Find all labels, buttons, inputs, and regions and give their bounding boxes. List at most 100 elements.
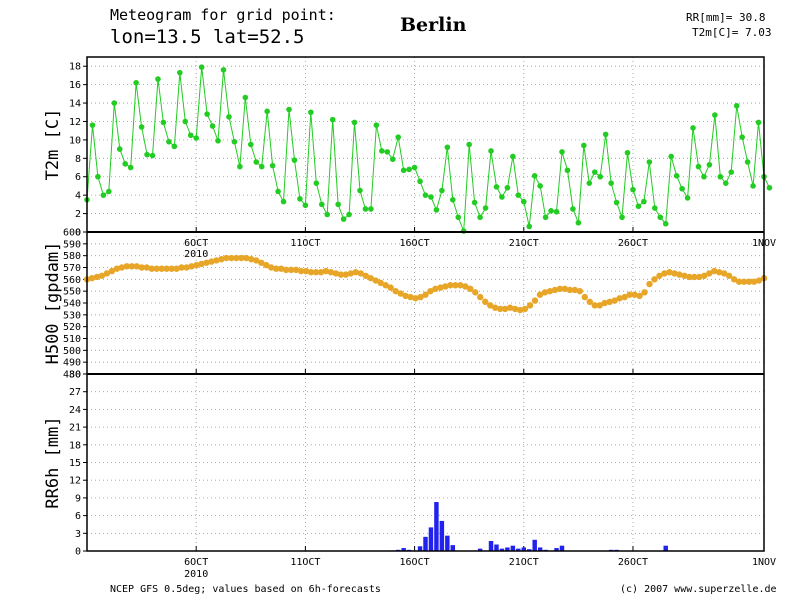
t2m-point — [581, 142, 587, 149]
y-tick-label: 550 — [63, 287, 81, 298]
y-tick-label: 0 — [75, 228, 81, 239]
h500-point — [447, 282, 454, 289]
t2m-point — [400, 167, 407, 174]
h500-point — [93, 273, 101, 281]
rain-total-stat: RR[mm]= 30.8 — [686, 11, 766, 24]
t2m-point — [755, 119, 762, 126]
t2m-point — [690, 125, 696, 131]
t2m-point — [553, 208, 560, 215]
t2m-point — [635, 203, 642, 210]
h500-point — [725, 272, 733, 279]
h500-point — [706, 270, 713, 277]
h500-point — [342, 271, 350, 278]
rr-bar — [401, 548, 406, 551]
t2m-point — [155, 76, 161, 82]
h500-point — [482, 298, 489, 306]
data-source-note: NCEP GFS 0.5deg; values based on 6h-fore… — [110, 584, 381, 595]
h500-point — [208, 258, 215, 265]
y-tick-label: 510 — [63, 334, 81, 345]
t2m-point — [406, 166, 412, 173]
t2m-point — [624, 149, 631, 156]
t2m-point — [515, 192, 522, 198]
h500-point — [546, 287, 554, 295]
t2m-point — [695, 163, 702, 170]
h500-point — [472, 289, 479, 296]
x-tick-label: 11OCT — [290, 238, 320, 249]
h500-point — [457, 282, 464, 289]
y-tick-label: 590 — [63, 239, 81, 250]
h500-point — [551, 286, 559, 294]
y-tick-label: 30 — [69, 370, 81, 381]
y-tick-label: 0 — [75, 547, 81, 558]
y-tick-label: 3 — [75, 529, 81, 540]
h500-point — [506, 304, 514, 311]
rr-bar — [537, 547, 543, 551]
t2m-point — [242, 94, 249, 101]
h500-point — [88, 274, 96, 282]
h500-point — [516, 306, 524, 314]
x-tick-label: 26OCT — [618, 238, 648, 249]
h500-point — [332, 270, 340, 277]
y-tick-label: 12 — [69, 117, 81, 128]
t2m-point — [673, 173, 680, 179]
y-tick-label: 500 — [63, 346, 81, 357]
t2m-point — [559, 149, 565, 155]
t2m-point — [526, 223, 533, 230]
h500-point — [367, 274, 374, 282]
h500-point — [686, 273, 693, 281]
x-tick-label: 26OCT — [618, 557, 648, 568]
t2m-point — [662, 220, 669, 227]
t2m-point — [269, 162, 276, 169]
rr-bar — [663, 545, 668, 551]
h500-point — [755, 277, 763, 284]
h500-point — [730, 276, 738, 283]
h500-point — [452, 282, 459, 289]
h500-point — [651, 276, 658, 283]
y-tick-label: 16 — [69, 80, 81, 91]
t2m-point — [542, 214, 549, 221]
h500-point — [611, 297, 618, 304]
rr-bar — [488, 540, 494, 551]
h500-point — [586, 298, 593, 306]
t2m-point — [258, 163, 265, 170]
t2m-point — [712, 112, 718, 118]
h500-point — [601, 299, 608, 307]
h500-point — [238, 254, 245, 262]
rr-bar — [554, 548, 559, 551]
h500-point — [198, 260, 205, 268]
t2m-point — [171, 143, 178, 150]
t2m-point — [231, 138, 238, 145]
t2m-point — [570, 206, 576, 212]
t2m-point — [264, 108, 270, 115]
h500-point — [362, 272, 369, 279]
t2m-point — [116, 146, 123, 152]
t2m-point — [733, 103, 740, 109]
x-tick-label: 21OCT — [509, 238, 539, 249]
t2m-point — [133, 79, 139, 86]
t2m-point — [308, 109, 314, 116]
t2m-point — [613, 199, 620, 206]
y-axis-label: T2m [C] — [43, 109, 63, 181]
h500-point — [228, 254, 235, 262]
h500-point — [322, 267, 330, 275]
t2m-point — [471, 199, 478, 206]
t2m-point — [537, 183, 543, 189]
y-tick-label: 10 — [69, 135, 81, 146]
t2m-point — [122, 161, 129, 167]
rr-bar — [434, 502, 439, 551]
h500-point — [407, 293, 414, 301]
t2m-point — [477, 214, 483, 221]
h500-point — [536, 291, 544, 298]
h500-point — [258, 259, 265, 266]
t2m-point — [127, 164, 134, 171]
h500-point — [143, 264, 150, 271]
t2m-point — [591, 169, 598, 175]
t2m-point — [144, 151, 150, 158]
h500-point — [606, 298, 613, 306]
h500-point — [292, 266, 300, 274]
t2m-point — [379, 148, 385, 154]
h500-point — [442, 283, 449, 290]
h500-point — [631, 291, 638, 298]
t2m-point — [193, 135, 199, 141]
y-tick-label: 490 — [63, 358, 81, 369]
